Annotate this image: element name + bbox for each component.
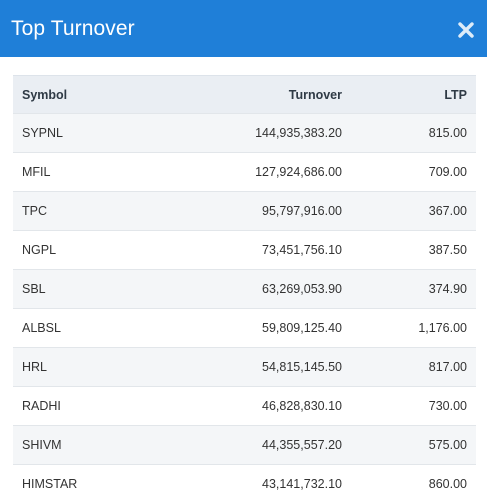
column-header-symbol[interactable]: Symbol — [22, 87, 68, 102]
cell-symbol[interactable]: RADHI — [13, 386, 217, 426]
close-icon[interactable] — [458, 21, 474, 38]
table-row[interactable]: TPC 95,797,916.00 367.00 — [13, 191, 476, 231]
cell-symbol[interactable]: TPC — [13, 191, 217, 231]
cell-ltp: 709.00 — [350, 152, 476, 192]
table-row[interactable]: SYPNL 144,935,383.20 815.00 — [13, 113, 476, 153]
cell-symbol[interactable]: SHIVM — [13, 425, 217, 465]
cell-turnover: 73,451,756.10 — [216, 230, 351, 270]
cell-symbol[interactable]: SYPNL — [13, 113, 217, 153]
table-row[interactable]: MFIL 127,924,686.00 709.00 — [13, 152, 476, 192]
cell-symbol[interactable]: ALBSL — [13, 308, 217, 348]
cell-turnover: 43,141,732.10 — [216, 464, 351, 499]
table-row[interactable]: RADHI 46,828,830.10 730.00 — [13, 386, 476, 426]
modal-body: Symbol Turnover LTP SYPNL 144,935,383.20… — [0, 57, 487, 499]
cell-ltp: 1,176.00 — [350, 308, 476, 348]
cell-symbol[interactable]: SBL — [13, 269, 217, 309]
cell-turnover: 95,797,916.00 — [216, 191, 351, 231]
table-row[interactable]: HIMSTAR 43,141,732.10 860.00 — [13, 464, 476, 499]
cell-turnover: 127,924,686.00 — [216, 152, 351, 192]
cell-turnover: 144,935,383.20 — [216, 113, 351, 153]
cell-ltp: 860.00 — [350, 464, 476, 499]
cell-turnover: 46,828,830.10 — [216, 386, 351, 426]
cell-symbol[interactable]: HRL — [13, 347, 217, 387]
cell-turnover: 44,355,557.20 — [216, 425, 351, 465]
cell-symbol[interactable]: NGPL — [13, 230, 217, 270]
turnover-table: Symbol Turnover LTP SYPNL 144,935,383.20… — [13, 75, 476, 499]
column-header-turnover[interactable]: Turnover — [288, 87, 342, 102]
cell-ltp: 817.00 — [350, 347, 476, 387]
cell-symbol[interactable]: MFIL — [13, 152, 217, 192]
modal-header: Top Turnover — [0, 0, 487, 57]
column-header-ltp[interactable]: LTP — [444, 87, 467, 102]
cell-ltp: 815.00 — [350, 113, 476, 153]
cell-ltp: 575.00 — [350, 425, 476, 465]
cell-ltp: 367.00 — [350, 191, 476, 231]
cell-turnover: 54,815,145.50 — [216, 347, 351, 387]
cell-ltp: 387.50 — [350, 230, 476, 270]
cell-ltp: 730.00 — [350, 386, 476, 426]
table-row[interactable]: SBL 63,269,053.90 374.90 — [13, 269, 476, 309]
cell-turnover: 59,809,125.40 — [216, 308, 351, 348]
table-header-row: Symbol Turnover LTP — [13, 75, 476, 114]
close-button[interactable] — [455, 19, 477, 41]
table-row[interactable]: NGPL 73,451,756.10 387.50 — [13, 230, 476, 270]
table-header: Symbol Turnover LTP — [13, 75, 476, 114]
cell-symbol[interactable]: HIMSTAR — [13, 464, 217, 499]
table-row[interactable]: HRL 54,815,145.50 817.00 — [13, 347, 476, 387]
table-body: SYPNL 144,935,383.20 815.00 MFIL 127,924… — [13, 113, 476, 499]
table-row[interactable]: ALBSL 59,809,125.40 1,176.00 — [13, 308, 476, 348]
table-row[interactable]: SHIVM 44,355,557.20 575.00 — [13, 425, 476, 465]
cell-ltp: 374.90 — [350, 269, 476, 309]
cell-turnover: 63,269,053.90 — [216, 269, 351, 309]
modal-title: Top Turnover — [11, 16, 135, 40]
